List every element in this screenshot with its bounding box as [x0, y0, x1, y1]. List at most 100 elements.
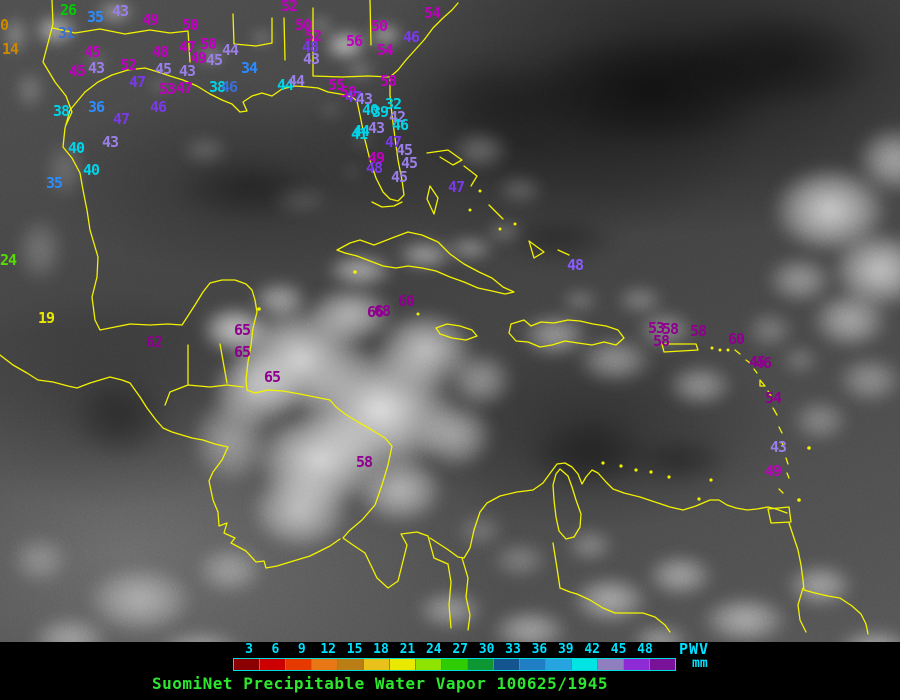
- colorbar-tick-label: 42: [584, 642, 601, 657]
- station-pwv-value: 45: [83, 43, 101, 61]
- station-pwv-value: 46: [149, 98, 167, 116]
- colorbar-tick-label: 45: [610, 642, 627, 657]
- colorbar-tick-label: 30: [478, 642, 495, 657]
- colorbar-segment: [416, 659, 442, 670]
- station-pwv-value: 58: [652, 332, 670, 350]
- map-title: SuomiNet Precipitable Water Vapor 100625…: [152, 674, 608, 693]
- cloud-blob: [345, 62, 375, 78]
- station-pwv-value: 46: [754, 354, 772, 372]
- station-pwv-value: 46: [402, 28, 420, 46]
- station-pwv-value: 56: [345, 32, 363, 50]
- station-pwv-value: 43: [355, 90, 373, 108]
- station-pwv-value: 48: [151, 43, 169, 61]
- colorbar-segment: [468, 659, 494, 670]
- colorbar-tick-label: 6: [271, 642, 280, 657]
- cloud-blob: [790, 397, 850, 443]
- cloud-blob: [855, 125, 900, 195]
- station-pwv-value: 48: [365, 159, 383, 177]
- dark-cloudfree-region: [520, 30, 780, 150]
- satellite-imagery: [0, 0, 900, 673]
- station-pwv-value: 52: [280, 0, 298, 15]
- colorbar-tick-label: 33: [505, 642, 521, 657]
- station-pwv-value: 50: [339, 83, 357, 101]
- station-pwv-value: 38: [208, 78, 226, 96]
- dark-cloudfree-region: [175, 160, 325, 220]
- station-pwv-value: 43: [769, 438, 787, 456]
- cloud-blob: [645, 552, 715, 598]
- station-pwv-value: 19: [37, 309, 55, 327]
- cloud-blob: [615, 285, 665, 315]
- station-pwv-value: 53: [647, 319, 665, 337]
- cloud-blob: [85, 565, 195, 635]
- cloud-blob: [415, 400, 495, 470]
- colorbar-tick-label: 21: [399, 642, 416, 657]
- cloud-blob: [560, 287, 600, 313]
- station-pwv-value: 43: [101, 133, 119, 151]
- station-pwv-value: 34: [240, 59, 258, 77]
- station-pwv-value: 47: [447, 178, 465, 196]
- station-pwv-value: 65: [233, 321, 251, 339]
- colorbar-segment: [494, 659, 520, 670]
- colorbar-tick-label: 48: [637, 642, 653, 657]
- station-pwv-value: 36: [87, 98, 105, 116]
- station-pwv-value: 58: [355, 453, 373, 471]
- station-pwv-value: 44: [287, 72, 305, 90]
- station-pwv-value: 44: [276, 76, 294, 94]
- colorbar-tick-label: 27: [452, 642, 469, 657]
- cloud-blob: [495, 175, 545, 205]
- colorbar-tick-label: 18: [373, 642, 389, 657]
- cloud-blob: [700, 595, 790, 645]
- station-pwv-value: 43: [178, 62, 196, 80]
- station-pwv-value: 31: [57, 24, 75, 42]
- station-pwv-value: 45: [400, 154, 418, 172]
- station-pwv-value: 54: [376, 41, 394, 59]
- cloud-blob: [251, 31, 273, 45]
- station-pwv-value: 54: [423, 4, 441, 22]
- station-pwv-value: 35: [45, 174, 63, 192]
- colorbar-segment: [520, 659, 546, 670]
- colorbar-tick-label: 24: [425, 642, 442, 657]
- station-pwv-value: 40: [82, 161, 100, 179]
- colorbar-segment: [624, 659, 650, 670]
- station-pwv-value: 43: [87, 59, 105, 77]
- dark-cloudfree-region: [70, 380, 170, 460]
- colorbar-segment: [234, 659, 260, 670]
- cloud-blob: [15, 70, 45, 110]
- cloud-blob: [490, 540, 550, 580]
- cloud-blob: [570, 575, 650, 625]
- cloud-blob: [835, 355, 900, 405]
- cloud-blob: [270, 185, 330, 215]
- cloud-blob: [830, 230, 900, 310]
- colorbar-segment: [312, 659, 338, 670]
- station-pwv-value: 45: [154, 60, 172, 78]
- station-pwv-value: 41: [350, 125, 368, 143]
- dark-cloudfree-region: [680, 10, 880, 110]
- station-pwv-value: 58: [379, 72, 397, 90]
- colorbar-tick-label: 3: [245, 642, 253, 657]
- station-pwv-value: 47: [178, 38, 196, 56]
- cloud-blob: [810, 290, 890, 350]
- station-pwv-value: 45: [205, 51, 223, 69]
- cloud-blob: [317, 104, 343, 116]
- cloud-blob: [785, 562, 855, 608]
- cloud-blob: [665, 362, 735, 408]
- colorbar-segment: [546, 659, 572, 670]
- station-pwv-value: 32: [384, 95, 402, 113]
- station-pwv-value: 44: [221, 41, 239, 59]
- station-pwv-value: 60: [397, 292, 415, 310]
- station-pwv-value: 40: [67, 139, 85, 157]
- legend-footer: 3 6 9 12 15 18 21 24 27 30 33 36 39 42 45 48 PWV mm Suo…: [0, 640, 900, 700]
- cloud-blob: [565, 527, 615, 563]
- station-pwv-value: 47: [128, 73, 146, 91]
- station-pwv-value: 44: [352, 122, 370, 140]
- station-pwv-value: 49: [764, 462, 782, 480]
- station-pwv-value: 48: [301, 38, 319, 56]
- cloud-blob: [445, 350, 515, 410]
- station-pwv-value: 52: [119, 56, 137, 74]
- station-pwv-value: 55: [327, 76, 345, 94]
- cloud-blob: [485, 222, 525, 242]
- station-pwv-value: 38: [52, 102, 70, 120]
- station-pwv-value: 66: [366, 303, 384, 321]
- station-pwv-value: 52: [304, 27, 322, 45]
